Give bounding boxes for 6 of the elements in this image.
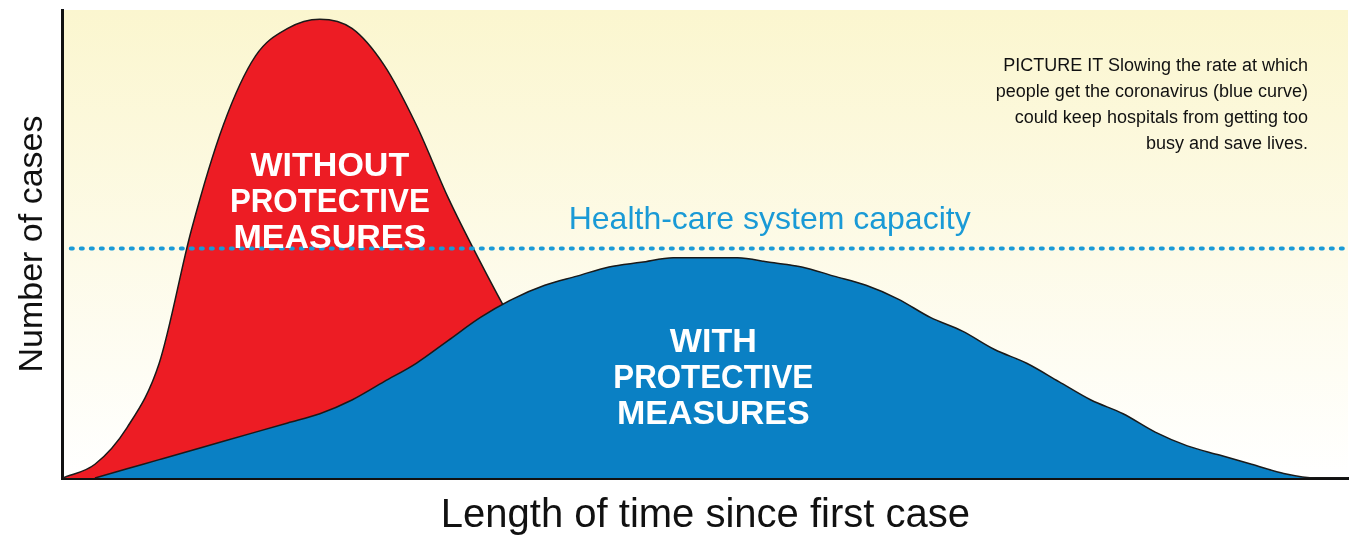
annotation: PICTURE IT Slowing the rate at which people get the coronavirus (blue curve) could keep hospitals from getting too busy and save lives. [994, 54, 1308, 155]
y-axis-title: Number of cases [10, 115, 49, 373]
series-label: WITHOUT PROTECTIVE MEASURES [229, 145, 430, 256]
series-label: WITH PROTECTIVE MEASURES [613, 321, 814, 432]
x-axis-title: Length of time since first case [440, 491, 970, 536]
ref-line-label: Health-care system capacity [568, 200, 971, 237]
